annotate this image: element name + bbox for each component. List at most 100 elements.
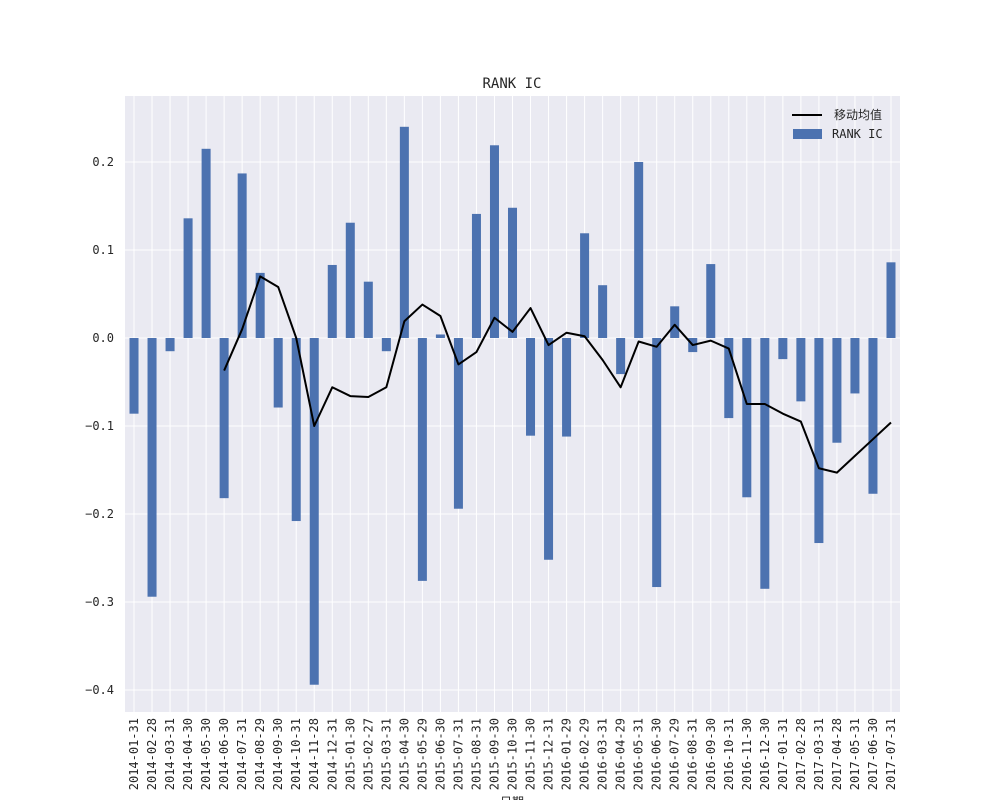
legend: 移动均值 RANK IC: [792, 107, 883, 141]
bar-2017-01-31: [778, 338, 788, 360]
x-tick-label: 2016-09-30: [704, 718, 718, 790]
bar-2016-09-30: [706, 264, 716, 338]
x-tick-label: 2016-06-30: [650, 718, 664, 790]
y-axis-ticks: −0.4 −0.3 −0.2 −0.1 0.0 0.1 0.2: [85, 155, 114, 697]
bar-2015-01-30: [345, 222, 355, 338]
bar-2016-12-30: [760, 338, 770, 589]
x-tick-label: 2016-11-30: [740, 718, 754, 790]
bar-2014-10-31: [291, 338, 301, 522]
x-tick-label: 2014-05-30: [199, 718, 213, 790]
y-tick-label: −0.2: [85, 507, 114, 521]
x-tick-label: 2015-04-30: [397, 718, 411, 790]
bar-2014-02-28: [147, 338, 157, 597]
bar-2014-08-29: [255, 272, 265, 338]
bar-2016-11-30: [742, 338, 752, 498]
x-tick-label: 2016-08-31: [686, 718, 700, 790]
legend-label-rank-ic: RANK IC: [832, 127, 883, 141]
x-axis-label: 日期: [500, 795, 524, 800]
x-tick-label: 2014-11-28: [307, 718, 321, 790]
bar-2016-03-31: [598, 285, 608, 338]
y-tick-label: −0.1: [85, 419, 114, 433]
x-tick-label: 2015-11-30: [524, 718, 538, 790]
moving-average-line: [223, 275, 892, 474]
x-tick-label: 2014-12-31: [325, 718, 339, 790]
x-tick-label: 2017-03-31: [812, 718, 826, 790]
bar-2015-03-31: [381, 338, 391, 352]
bar-2017-06-30: [868, 338, 878, 494]
bar-2015-11-30: [526, 338, 536, 436]
x-tick-label: 2017-02-28: [794, 718, 808, 790]
bar-2017-05-31: [850, 338, 860, 394]
grid-lines: [125, 96, 900, 712]
x-tick-label: 2015-01-30: [343, 718, 357, 790]
x-tick-label: 2014-06-30: [217, 718, 231, 790]
bar-2015-06-30: [435, 334, 445, 338]
x-tick-label: 2015-05-29: [415, 718, 429, 790]
line-series-moving-average: [223, 275, 892, 474]
bar-2016-05-31: [634, 162, 644, 338]
x-tick-label: 2014-08-29: [253, 718, 267, 790]
x-axis-ticks: 2014-01-31 2014-02-28 2014-03-31 2014-04-30…: [127, 718, 898, 790]
bar-2015-09-30: [489, 145, 499, 338]
bar-2017-03-31: [814, 338, 824, 544]
x-tick-label: 2014-01-31: [127, 718, 141, 790]
x-tick-label: 2014-04-30: [181, 718, 195, 790]
bar-2015-02-27: [363, 281, 373, 338]
legend-bar-swatch: [793, 129, 822, 139]
bar-2014-09-30: [273, 338, 283, 408]
x-tick-label: 2014-02-28: [145, 718, 159, 790]
y-tick-label: 0.0: [92, 331, 114, 345]
bar-2017-02-28: [796, 338, 806, 402]
bar-2016-07-29: [670, 306, 680, 338]
bar-2014-03-31: [165, 338, 175, 352]
bar-2014-01-31: [129, 338, 139, 414]
bar-series-rank-ic: [129, 126, 896, 685]
x-tick-label: 2016-10-31: [722, 718, 736, 790]
y-tick-label: 0.2: [92, 155, 114, 169]
bar-2015-07-31: [453, 338, 463, 509]
x-tick-label: 2016-01-29: [560, 718, 574, 790]
bar-2015-12-31: [544, 338, 554, 560]
bar-2016-02-29: [580, 233, 590, 338]
bar-2014-12-31: [327, 264, 337, 338]
bar-2014-05-30: [201, 148, 211, 338]
y-tick-label: −0.4: [85, 683, 114, 697]
bar-2017-04-28: [832, 338, 842, 443]
y-tick-label: 0.1: [92, 243, 114, 257]
bar-2015-08-31: [471, 213, 481, 338]
x-tick-label: 2015-03-31: [379, 718, 393, 790]
x-tick-label: 2016-04-29: [614, 718, 628, 790]
bar-2017-07-31: [886, 262, 896, 338]
x-tick-label: 2016-12-30: [758, 718, 772, 790]
x-tick-label: 2015-08-31: [469, 718, 483, 790]
x-tick-label: 2014-10-31: [289, 718, 303, 790]
x-tick-label: 2017-06-30: [866, 718, 880, 790]
x-tick-label: 2017-01-31: [776, 718, 790, 790]
bar-2014-04-30: [183, 218, 193, 338]
x-tick-label: 2017-04-28: [830, 718, 844, 790]
x-tick-label: 2016-05-31: [632, 718, 646, 790]
bar-2016-04-29: [616, 338, 626, 375]
bar-2016-01-29: [562, 338, 572, 437]
y-tick-label: −0.3: [85, 595, 114, 609]
x-tick-label: 2015-09-30: [487, 718, 501, 790]
x-tick-label: 2017-07-31: [884, 718, 898, 790]
chart-title: RANK IC: [482, 76, 541, 92]
legend-label-moving-average: 移动均值: [834, 107, 882, 122]
x-tick-label: 2017-05-31: [848, 718, 862, 790]
x-tick-label: 2014-03-31: [163, 718, 177, 790]
x-tick-label: 2015-10-30: [506, 718, 520, 790]
x-tick-label: 2016-02-29: [578, 718, 592, 790]
x-tick-label: 2015-07-31: [451, 718, 465, 790]
x-tick-label: 2015-06-30: [433, 718, 447, 790]
bar-2014-07-31: [237, 173, 247, 338]
bar-2016-06-30: [652, 338, 662, 588]
bar-2014-06-30: [219, 338, 229, 499]
bar-2015-10-30: [507, 207, 518, 338]
x-tick-label: 2016-07-29: [668, 718, 682, 790]
bar-2015-05-29: [417, 338, 427, 581]
bar-2014-11-28: [309, 338, 319, 685]
bar-2016-10-31: [724, 338, 734, 419]
x-tick-label: 2015-02-27: [361, 718, 375, 790]
